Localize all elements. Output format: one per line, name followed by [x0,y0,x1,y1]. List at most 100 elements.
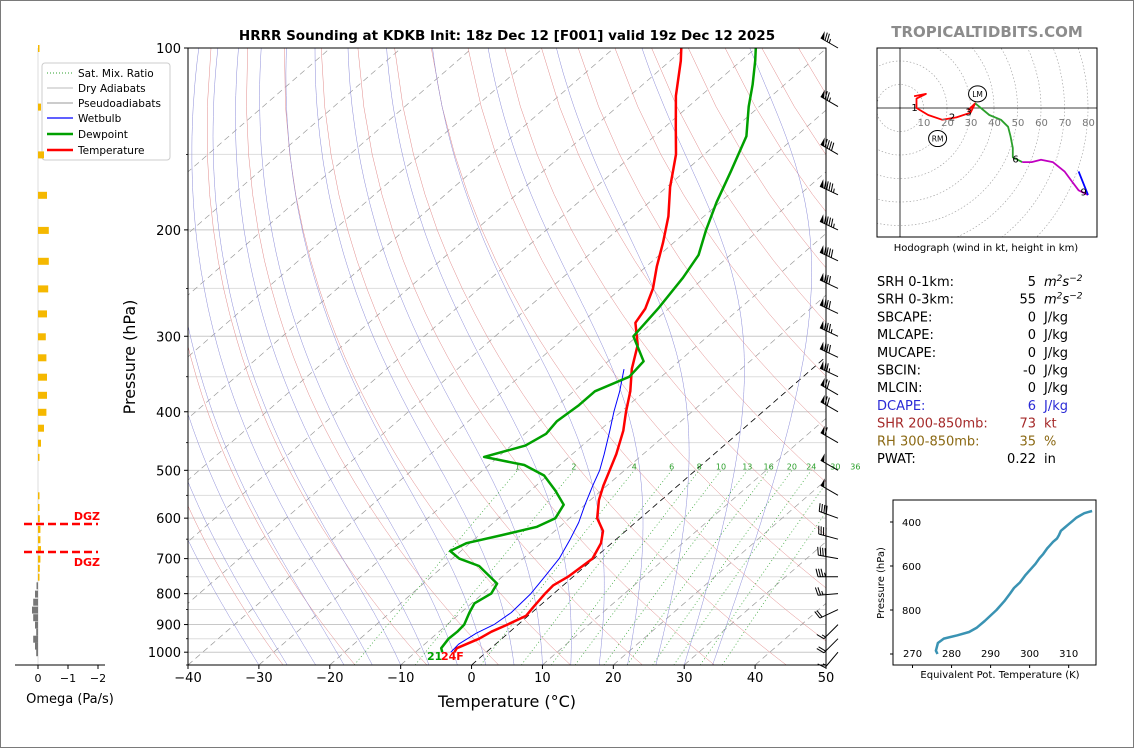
wind-barb [819,361,839,378]
omega-tick-label: 0 [35,672,42,685]
wind-barb [817,546,839,560]
barb-feather [821,503,823,513]
barb-feather [824,427,828,436]
pseudoadiabat-line [556,48,690,665]
omega-bar [35,642,38,650]
barb-flag [820,394,825,404]
hodograph-height-label: 1 [911,103,917,114]
dry-adiabat-line [394,48,787,665]
index-label: RH 300-850mb: [877,434,980,449]
barb-flag [819,179,824,188]
mixing-ratio-label: 30 [830,462,840,471]
omega-bar [33,635,38,643]
dry-adiabat-line [798,48,826,95]
barb-flag [820,31,825,40]
barb-shaft [824,651,839,668]
x-tick-label: 0 [467,671,475,686]
mixing-ratio-label: 6 [669,462,674,471]
barb-feather [823,246,827,255]
barb-feather [823,504,826,514]
index-value: 73 [1019,417,1036,432]
omega-bar [38,391,47,399]
x-tick-label: 40 [747,671,764,686]
barb-feather [828,182,831,191]
omega-bar [38,546,41,554]
mixing-ratio-label: 20 [787,462,797,471]
mixing-ratio-label: 36 [850,462,860,471]
y-axis-label: Pressure (hPa) [120,300,139,415]
pseudoadiabat-line [347,48,543,665]
index-label: MLCAPE: [877,328,934,343]
theta-e-x-label: Equivalent Pot. Temperature (K) [920,670,1079,681]
hodograph-height-label: 3 [965,108,971,119]
barb-shaft [823,624,839,640]
theta-e-x-tick-label: 310 [1059,649,1078,660]
omega-bar [38,257,49,265]
omega-bar [38,525,41,533]
chart-title: HRRR Sounding at KDKB Init: 18z Dec 12 [… [239,28,775,44]
isotherm-line [825,664,826,665]
omega-bar [38,103,41,111]
omega-tick-label: −2 [90,672,106,685]
barb-feather [830,249,834,258]
x-tick-label: −30 [245,671,272,686]
wind-barb [820,453,839,471]
index-unit-exponent: 2 [1057,292,1063,302]
index-unit: J/kg [1043,381,1068,396]
barb-feather [828,217,831,226]
barb-flag [820,453,825,463]
wind-barb [816,638,839,654]
index-unit-exponent: 2 [1057,274,1063,284]
x-tick-label: 50 [818,671,835,686]
omega-x-ticks: 0 −1 −2 [35,665,106,685]
barb-flag [819,272,824,282]
barb-feather [826,181,829,190]
omega-bar [36,582,38,590]
barb-feather [826,216,829,225]
index-value: 6 [1028,399,1036,414]
wind-barb [819,320,839,337]
pseudoadiabat-line [314,48,515,665]
barb-shaft [819,609,839,619]
theta-e-x-tick-label: 300 [1020,649,1039,660]
omega-bar [35,621,38,629]
sounding-indices: SRH 0-1km: 5 m2s−2 SRH 0-3km: 55 m2s−2 SBCAPE:… [877,274,1083,467]
index-unit: J/kg [1043,310,1068,325]
hodograph-plot: 1 2 3 6 9 LM RM [877,48,1097,237]
barb-feather [826,247,829,256]
storm-motion-marker [968,85,988,103]
barb-feather [818,646,826,652]
isotherm-line [188,48,826,604]
storm-motion-label: LM [972,90,983,99]
legend-entry-pseudoadiabats: Pseudoadiabats [78,98,161,110]
mixing-ratio-label: 8 [697,462,702,471]
barb-feather [828,248,831,257]
pseudoadiabat-line [188,413,316,665]
y-tick-label: 100 [156,42,181,57]
x-tick-label: −40 [174,671,201,686]
barb-feather [823,180,827,189]
pseudoadiabat-line [386,48,572,665]
barb-feather [818,503,821,512]
omega-bar [38,504,40,511]
hodograph-ring-label: 80 [1082,118,1095,129]
omega-bar [36,649,38,657]
index-label: SRH 0-1km: [877,275,954,290]
index-unit: kt [1044,417,1057,432]
dgz-label-top: DGZ [74,510,100,523]
index-unit-exponent: −2 [1069,292,1083,302]
index-value: 0 [1028,310,1036,325]
barb-feather [828,141,833,150]
wind-barb [819,341,839,358]
index-unit: J/kg [1043,399,1068,414]
index-label: MLCIN: [877,381,922,396]
barb-feather [823,321,827,331]
index-label: SBCAPE: [877,310,932,325]
watermark: TROPICALTIDBITS.COM [891,23,1083,41]
barb-flag [820,377,825,387]
barb-feather [828,344,831,354]
wind-barb [820,89,839,108]
wind-barb [816,624,839,640]
isotherm-line [188,48,757,543]
barb-feather [825,505,828,514]
